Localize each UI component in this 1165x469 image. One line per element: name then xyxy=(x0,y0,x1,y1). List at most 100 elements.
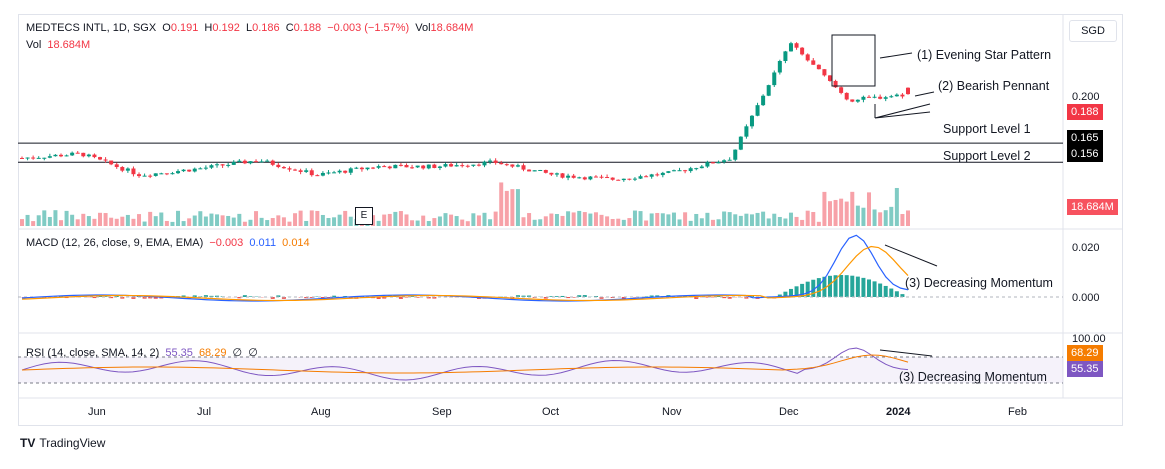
time-label-sep: Sep xyxy=(432,406,452,418)
candle-body xyxy=(883,97,888,99)
candle-body xyxy=(710,162,715,164)
candle-body xyxy=(738,136,743,150)
candle-body xyxy=(761,95,766,106)
volume-bar xyxy=(98,212,103,226)
symbol-label: MEDTECS INTL, 1D, SGX xyxy=(26,22,157,34)
candle-body xyxy=(866,96,871,98)
macd-histogram-bar xyxy=(566,297,571,299)
macd-histogram-bar xyxy=(861,277,866,297)
candle-body xyxy=(203,167,208,169)
candle-body xyxy=(827,75,832,81)
volume-bar xyxy=(866,192,871,226)
rsi-sma-badge: 68.29 xyxy=(1067,345,1103,361)
candle-body xyxy=(432,164,437,168)
candle-body xyxy=(226,164,231,166)
candle-body xyxy=(70,152,75,156)
macd-histogram-bar xyxy=(855,276,860,297)
macd-histogram-bar xyxy=(309,297,314,298)
candle-body xyxy=(521,165,526,170)
earnings-marker[interactable]: E xyxy=(355,207,373,225)
volume-bar xyxy=(510,189,515,226)
macd-histogram-bar xyxy=(376,297,381,299)
candle-body xyxy=(215,164,220,166)
candle-body xyxy=(387,166,392,169)
volume-bar xyxy=(683,212,688,226)
volume-bar xyxy=(460,219,465,226)
volume-bar xyxy=(320,214,325,226)
candle-body xyxy=(549,172,554,175)
candle-body xyxy=(855,99,860,102)
macd-histogram-bar xyxy=(343,295,348,297)
candle-body xyxy=(437,166,442,168)
currency-button[interactable]: SGD xyxy=(1069,20,1117,42)
volume-bar xyxy=(47,216,52,226)
candle-body xyxy=(337,170,342,173)
macd-histogram-bar xyxy=(109,297,114,299)
macd-histogram-bar xyxy=(878,283,883,297)
volume-bar xyxy=(582,212,587,226)
time-label-dec: Dec xyxy=(779,406,799,418)
brand-label: TradingView xyxy=(39,436,106,450)
annotation-rsi-momentum: (3) Decreasing Momentum xyxy=(899,370,1047,384)
volume-bar xyxy=(103,213,108,226)
volume-bar xyxy=(86,216,91,226)
macd-histogram-bar xyxy=(415,297,420,298)
candle-body xyxy=(783,51,788,62)
volume-bar xyxy=(187,218,192,226)
time-label-nov: Nov xyxy=(662,406,682,418)
candle-body xyxy=(449,164,454,167)
volume-bar xyxy=(36,215,41,226)
high-value: 0.192 xyxy=(212,22,240,34)
pennant-shape xyxy=(874,103,931,119)
volume-bar xyxy=(599,214,604,226)
candle-body xyxy=(649,174,654,177)
volume-bar xyxy=(827,201,832,226)
candle-body xyxy=(276,164,281,168)
volume-bar xyxy=(449,214,454,226)
candle-body xyxy=(259,161,264,163)
candle-body xyxy=(605,177,610,179)
candle-body xyxy=(220,164,225,166)
macd-histogram-bar xyxy=(599,297,604,299)
candle-body xyxy=(499,162,504,165)
ohlc-header: MEDTECS INTL, 1D, SGX O0.191 H0.192 L0.1… xyxy=(26,22,476,34)
volume-bar xyxy=(783,218,788,226)
volume-bar xyxy=(59,220,64,226)
volume-bar xyxy=(242,221,247,226)
macd-histogram-bar xyxy=(805,281,810,297)
volume-bar xyxy=(337,214,342,226)
volume-bar xyxy=(716,219,721,226)
candle-body xyxy=(800,47,805,55)
candle-body xyxy=(677,170,682,172)
volume-bar xyxy=(543,216,548,226)
volume-bar xyxy=(571,212,576,226)
volume-bar xyxy=(616,218,621,226)
volume-bar xyxy=(454,216,459,226)
candle-body xyxy=(538,169,543,171)
candle-body xyxy=(515,165,520,167)
volume-bar xyxy=(788,212,793,226)
macd-histogram-bar xyxy=(153,297,158,299)
candle-body xyxy=(181,169,186,172)
volume-bar xyxy=(181,221,186,226)
candle-body xyxy=(265,160,270,162)
volume-bar xyxy=(164,220,169,226)
volume-bar xyxy=(398,211,403,226)
candle-body xyxy=(148,175,153,177)
rsi-momentum-arrow xyxy=(879,349,933,357)
tradingview-logo[interactable]: TV TradingView xyxy=(20,436,105,450)
volume-bar xyxy=(237,213,242,226)
candle-body xyxy=(443,164,448,167)
candle-body xyxy=(404,165,409,168)
macd-histogram-bar xyxy=(621,297,626,299)
candle-body xyxy=(242,160,247,164)
volume-bar xyxy=(499,182,504,226)
candle-body xyxy=(92,154,97,158)
low-label: L xyxy=(245,22,253,34)
macd-histogram-bar xyxy=(560,295,565,297)
candle-body xyxy=(398,164,403,166)
candle-body xyxy=(304,170,309,172)
candle-body xyxy=(125,168,130,171)
volume-bar xyxy=(655,212,660,226)
